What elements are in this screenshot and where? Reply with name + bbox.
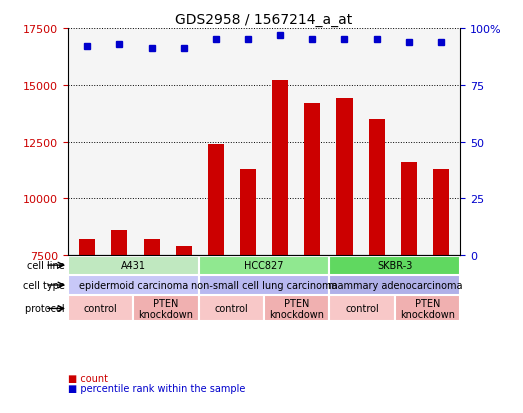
Text: ■ count: ■ count <box>68 373 108 383</box>
Text: PTEN
knockdown: PTEN knockdown <box>269 298 324 320</box>
Text: A431: A431 <box>121 261 146 271</box>
Bar <box>272 81 288 256</box>
Text: HCC827: HCC827 <box>244 261 284 271</box>
FancyBboxPatch shape <box>329 276 460 295</box>
FancyBboxPatch shape <box>68 276 199 295</box>
Text: PTEN
knockdown: PTEN knockdown <box>139 298 194 320</box>
Text: SKBR-3: SKBR-3 <box>377 261 413 271</box>
FancyBboxPatch shape <box>329 256 460 275</box>
Bar <box>240 169 256 256</box>
Text: cell line: cell line <box>27 261 68 271</box>
Text: cell type: cell type <box>23 280 68 290</box>
FancyBboxPatch shape <box>133 296 199 322</box>
Bar <box>79 240 95 256</box>
Bar <box>401 163 417 256</box>
Text: non-small cell lung carcinoma: non-small cell lung carcinoma <box>191 280 337 290</box>
Bar <box>208 145 224 256</box>
Bar <box>433 169 449 256</box>
Text: ■ percentile rank within the sample: ■ percentile rank within the sample <box>68 383 245 393</box>
Bar <box>111 230 128 256</box>
Text: control: control <box>214 304 248 313</box>
Bar <box>304 104 321 256</box>
Bar <box>176 247 192 256</box>
FancyBboxPatch shape <box>199 276 329 295</box>
Text: control: control <box>84 304 118 313</box>
FancyBboxPatch shape <box>199 256 329 275</box>
Text: epidermoid carcinoma: epidermoid carcinoma <box>79 280 188 290</box>
Text: control: control <box>345 304 379 313</box>
Text: protocol: protocol <box>25 304 68 313</box>
FancyBboxPatch shape <box>68 296 133 322</box>
FancyBboxPatch shape <box>329 296 395 322</box>
FancyBboxPatch shape <box>395 296 460 322</box>
FancyBboxPatch shape <box>199 296 264 322</box>
Text: mammary adenocarcinoma: mammary adenocarcinoma <box>327 280 462 290</box>
Bar <box>143 240 160 256</box>
Text: PTEN
knockdown: PTEN knockdown <box>400 298 455 320</box>
Title: GDS2958 / 1567214_a_at: GDS2958 / 1567214_a_at <box>176 12 353 26</box>
FancyBboxPatch shape <box>68 256 199 275</box>
Bar <box>336 99 353 256</box>
Bar <box>369 120 385 256</box>
FancyBboxPatch shape <box>264 296 329 322</box>
